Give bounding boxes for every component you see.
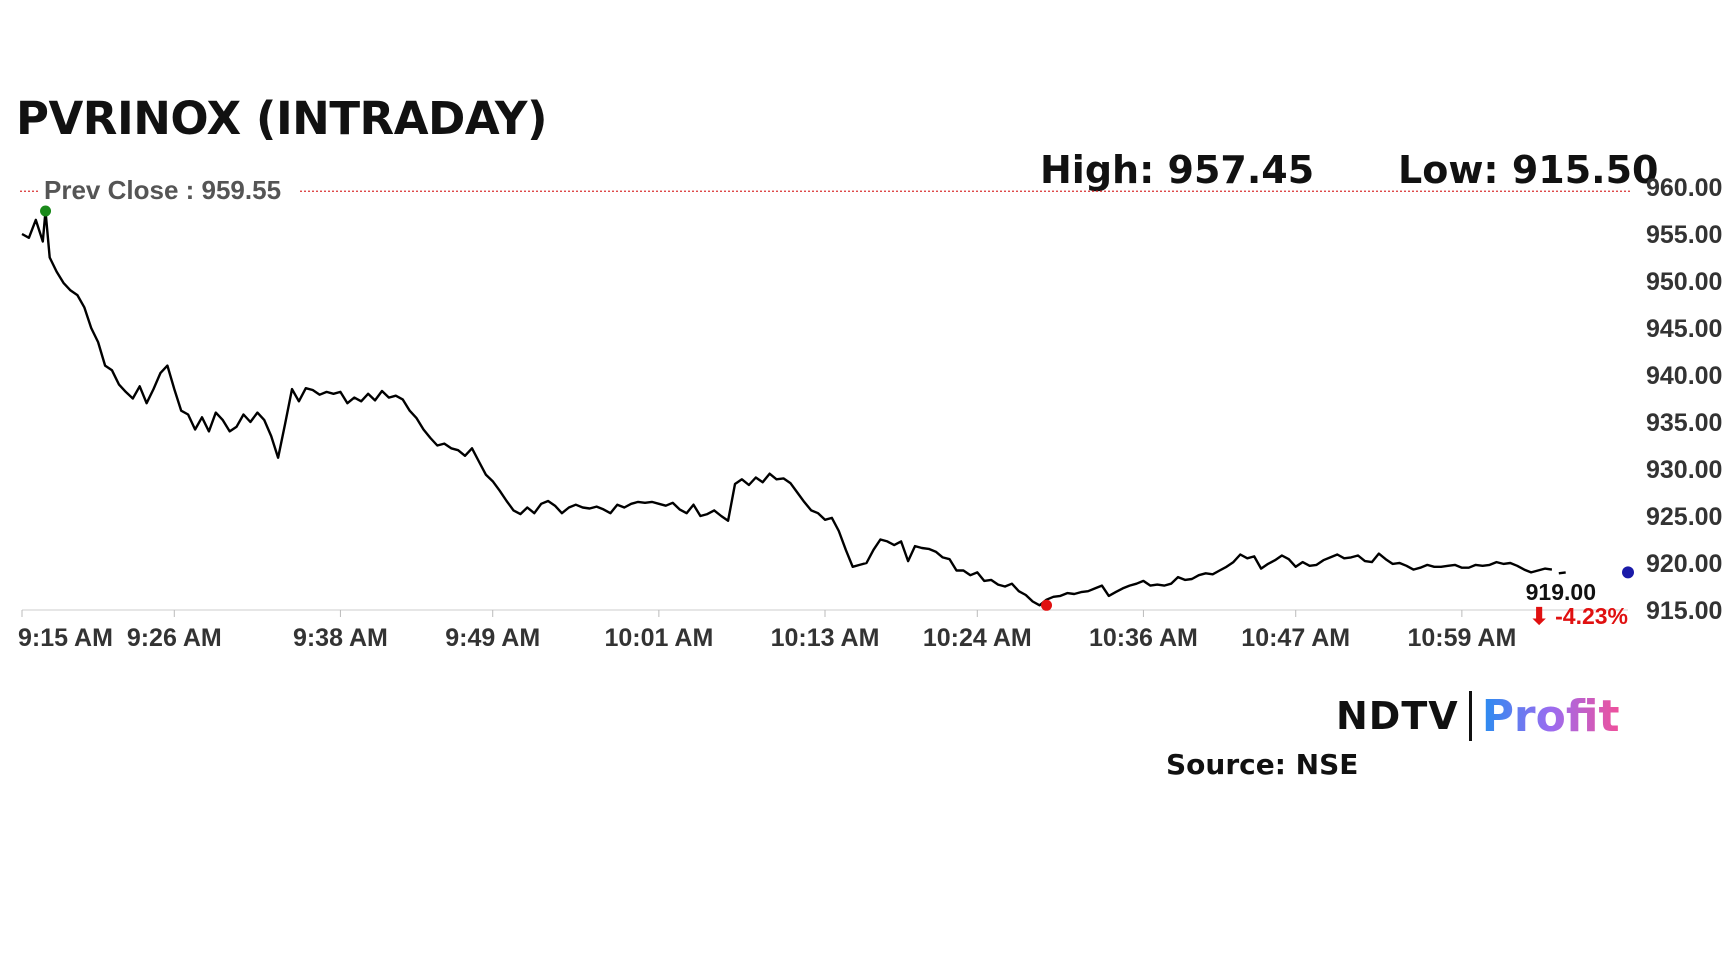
y-tick-label: 955.00: [1646, 221, 1722, 249]
high-marker: [40, 205, 52, 217]
change-label: ⬇ -4.23%: [1529, 603, 1628, 629]
x-tick-label: 9:49 AM: [445, 624, 540, 652]
x-tick-label: 10:36 AM: [1089, 624, 1198, 652]
y-tick-label: 920.00: [1646, 550, 1722, 578]
x-tick-label: 10:13 AM: [771, 624, 880, 652]
y-tick-label: 960.00: [1646, 174, 1722, 202]
x-tick-label: 10:47 AM: [1241, 624, 1350, 652]
y-tick-label: 935.00: [1646, 409, 1722, 437]
x-tick-label: 9:38 AM: [293, 624, 388, 652]
x-tick-label: 10:01 AM: [604, 624, 713, 652]
label-layer: Prev Close : 959.55 919.00⬇ -4.23%: [44, 175, 1628, 629]
axis-layer: 9:15 AM 9:26 AM 9:38 AM 9:49 AM 10:01 AM 10:1…: [18, 174, 1722, 652]
ndtv-profit-logo: NDTV Profit: [1336, 690, 1620, 742]
prev-close-label: Prev Close : 959.55: [44, 175, 281, 205]
y-tick-label: 945.00: [1646, 315, 1722, 343]
y-tick-label: 925.00: [1646, 503, 1722, 531]
y-tick-label: 950.00: [1646, 268, 1722, 296]
last-price-marker: [1622, 566, 1634, 579]
series-layer: [21, 209, 1566, 607]
x-tick-label: 9:15 AM: [18, 624, 113, 652]
profit-wordmark: Profit: [1481, 690, 1620, 742]
price-line-tail: [1558, 571, 1566, 575]
source-note: Source: NSE: [1166, 748, 1359, 781]
x-tick-label: 9:26 AM: [127, 624, 222, 652]
marker-layer: [40, 205, 1634, 611]
x-tick-label: 10:59 AM: [1407, 624, 1516, 652]
low-marker: [1041, 599, 1053, 611]
logo-divider: [1468, 691, 1472, 741]
y-tick-label: 930.00: [1646, 456, 1722, 484]
day-low-stat: Low: 915.50: [1398, 148, 1659, 192]
last-price-label: 919.00: [1526, 579, 1596, 605]
ndtv-wordmark: NDTV: [1336, 694, 1459, 738]
y-tick-label: 915.00: [1646, 597, 1722, 625]
y-tick-label: 940.00: [1646, 362, 1722, 390]
x-tick-label: 10:24 AM: [923, 624, 1032, 652]
day-high-stat: High: 957.45: [1040, 148, 1315, 192]
price-line: [21, 209, 1553, 607]
chart-title: PVRINOX (INTRADAY): [16, 92, 548, 145]
